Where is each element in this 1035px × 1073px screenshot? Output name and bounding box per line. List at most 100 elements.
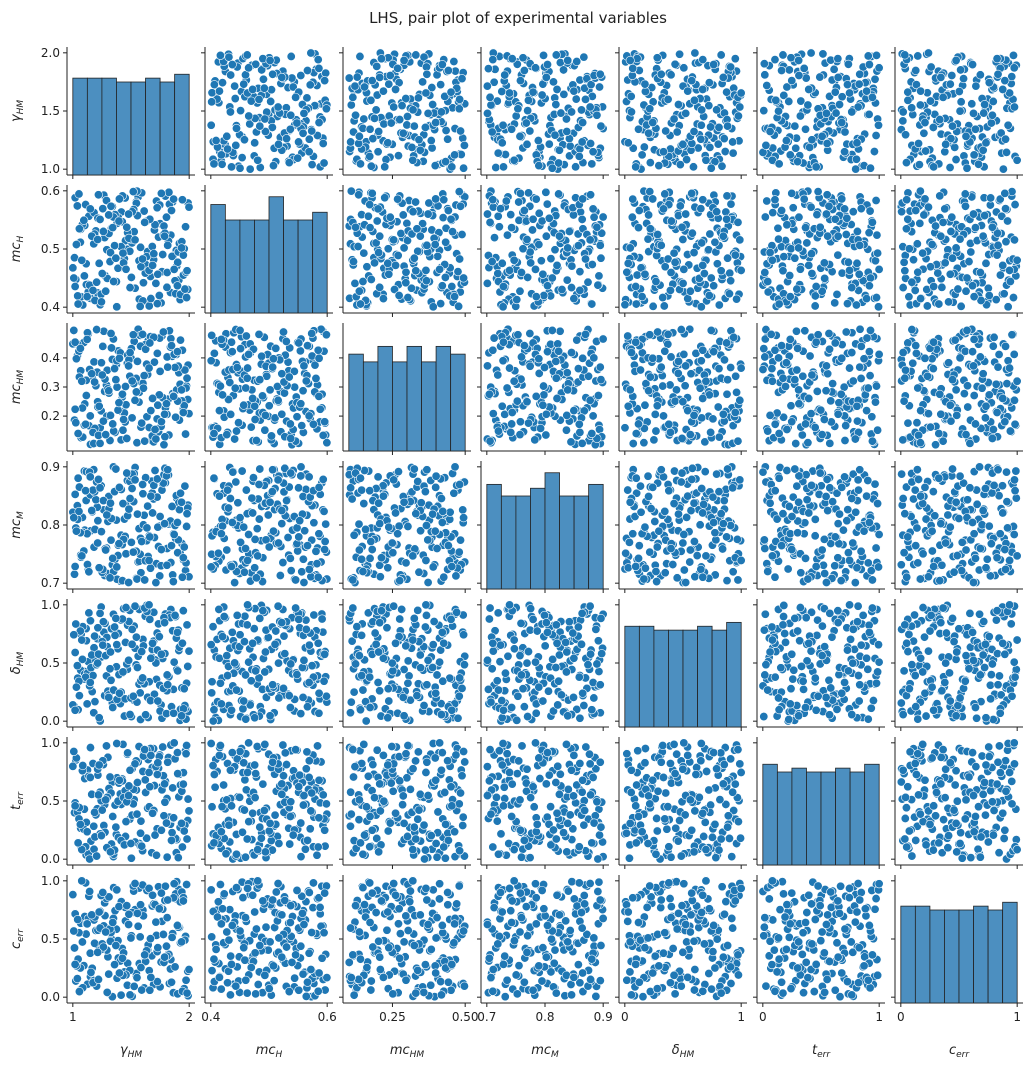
scatter-point — [795, 264, 805, 274]
scatter-point — [874, 349, 884, 359]
scatter-point — [531, 391, 541, 401]
scatter-point — [114, 539, 124, 549]
chart-title: LHS, pair plot of experimental variables — [369, 9, 667, 27]
scatter-point — [758, 364, 768, 374]
scatter-point — [845, 265, 855, 275]
scatter-point — [160, 231, 170, 241]
scatter-point — [414, 135, 424, 145]
scatter-point — [855, 69, 865, 79]
scatter-point — [854, 269, 864, 279]
scatter-point — [251, 59, 261, 69]
scatter-point — [130, 395, 140, 405]
scatter-point — [132, 438, 142, 448]
scatter-point — [683, 491, 693, 501]
scatter-point — [108, 223, 118, 233]
scatter-point — [1011, 493, 1021, 503]
scatter-point — [781, 382, 791, 392]
scatter-point — [523, 95, 533, 105]
scatter-point — [376, 54, 386, 64]
scatter-point — [685, 430, 695, 440]
scatter-point — [155, 366, 165, 376]
scatter-point — [763, 567, 773, 577]
scatter-point — [128, 330, 138, 340]
scatter-point — [420, 487, 430, 497]
scatter-point — [817, 545, 827, 555]
scatter-point — [956, 65, 966, 75]
y-tick-label: 1.0 — [41, 162, 60, 176]
scatter-point — [90, 377, 100, 387]
scatter-point — [975, 267, 985, 277]
scatter-point — [760, 544, 770, 554]
scatter-point — [980, 100, 990, 110]
scatter-point — [648, 194, 658, 204]
scatter-point — [640, 79, 650, 89]
scatter-point — [670, 59, 680, 69]
panel-mc_H-vs-mc_H — [201, 185, 333, 317]
scatter-point — [806, 48, 816, 58]
scatter-point — [70, 569, 80, 579]
scatter-point — [918, 248, 928, 258]
scatter-point — [802, 495, 812, 505]
scatter-point — [761, 140, 771, 150]
scatter-point — [284, 158, 294, 168]
scatter-point — [441, 126, 451, 136]
scatter-point — [918, 499, 928, 509]
scatter-point — [722, 576, 732, 586]
scatter-point — [488, 345, 498, 355]
scatter-point — [784, 501, 794, 511]
scatter-point — [713, 402, 723, 412]
scatter-point — [182, 266, 192, 276]
scatter-point — [367, 545, 377, 555]
scatter-point — [978, 231, 988, 241]
scatter-point — [124, 504, 134, 514]
panel-mc_M-vs-delta_HM — [615, 461, 747, 593]
scatter-point — [456, 535, 466, 545]
scatter-point — [383, 258, 393, 268]
scatter-point — [968, 347, 978, 357]
scatter-point — [110, 364, 120, 374]
scatter-point — [427, 143, 437, 153]
scatter-point — [581, 254, 591, 264]
scatter-point — [722, 87, 732, 97]
scatter-point — [493, 370, 503, 380]
scatter-point — [927, 546, 937, 556]
histogram-bar — [559, 495, 575, 590]
scatter-point — [762, 196, 772, 206]
scatter-point — [1002, 147, 1012, 157]
scatter-point — [733, 111, 743, 121]
scatter-point — [728, 148, 738, 158]
scatter-point — [659, 301, 669, 311]
scatter-point — [675, 49, 685, 59]
scatter-point — [634, 205, 644, 215]
scatter-point — [552, 84, 562, 94]
scatter-point — [652, 577, 662, 587]
scatter-point — [722, 389, 732, 399]
scatter-point — [206, 356, 216, 366]
y-tick-label: 0.6 — [41, 184, 60, 198]
scatter-point — [455, 479, 465, 489]
scatter-point — [450, 462, 460, 472]
histogram-bar — [348, 353, 364, 452]
scatter-point — [393, 63, 403, 73]
scatter-point — [575, 285, 585, 295]
scatter-point — [178, 408, 188, 418]
scatter-point — [577, 137, 587, 147]
scatter-point — [138, 254, 148, 264]
scatter-point — [931, 221, 941, 231]
scatter-point — [948, 253, 958, 263]
scatter-point — [93, 234, 103, 244]
scatter-point — [252, 524, 262, 534]
scatter-point — [790, 375, 800, 385]
scatter-point — [806, 409, 816, 419]
scatter-point — [274, 139, 284, 149]
scatter-point — [120, 382, 130, 392]
scatter-point — [161, 399, 171, 409]
scatter-point — [181, 429, 191, 439]
scatter-point — [810, 301, 820, 311]
scatter-point — [993, 240, 1003, 250]
scatter-point — [563, 243, 573, 253]
scatter-point — [94, 258, 104, 268]
scatter-point — [978, 369, 988, 379]
scatter-point — [598, 212, 608, 222]
scatter-point — [124, 209, 134, 219]
